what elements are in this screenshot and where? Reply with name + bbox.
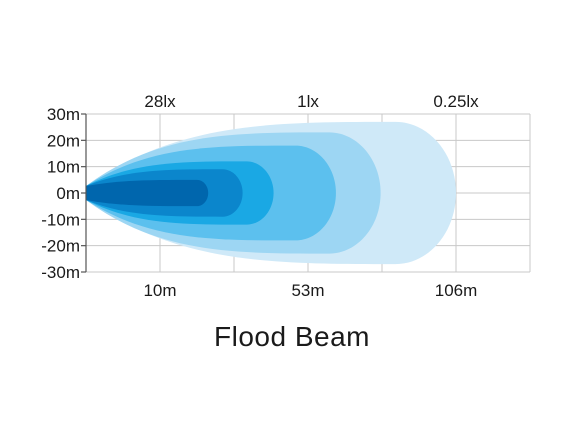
- beam-zone-6: [86, 180, 208, 206]
- illuminance-label: 28lx: [144, 92, 176, 111]
- y-tick-label: 10m: [47, 158, 80, 177]
- illuminance-label: 1lx: [297, 92, 319, 111]
- y-tick-label: 20m: [47, 131, 80, 150]
- y-tick-label: -20m: [41, 237, 80, 256]
- distance-label: 106m: [435, 281, 478, 300]
- y-tick-label: 0m: [56, 184, 80, 203]
- distance-label: 10m: [143, 281, 176, 300]
- y-tick-label: -30m: [41, 263, 80, 282]
- y-tick-label: -10m: [41, 210, 80, 229]
- beam-zones: [86, 122, 456, 264]
- chart-title: Flood Beam: [214, 321, 370, 352]
- illuminance-label: 0.25lx: [433, 92, 479, 111]
- axes: [81, 114, 86, 272]
- y-tick-label: 30m: [47, 105, 80, 124]
- distance-label: 53m: [291, 281, 324, 300]
